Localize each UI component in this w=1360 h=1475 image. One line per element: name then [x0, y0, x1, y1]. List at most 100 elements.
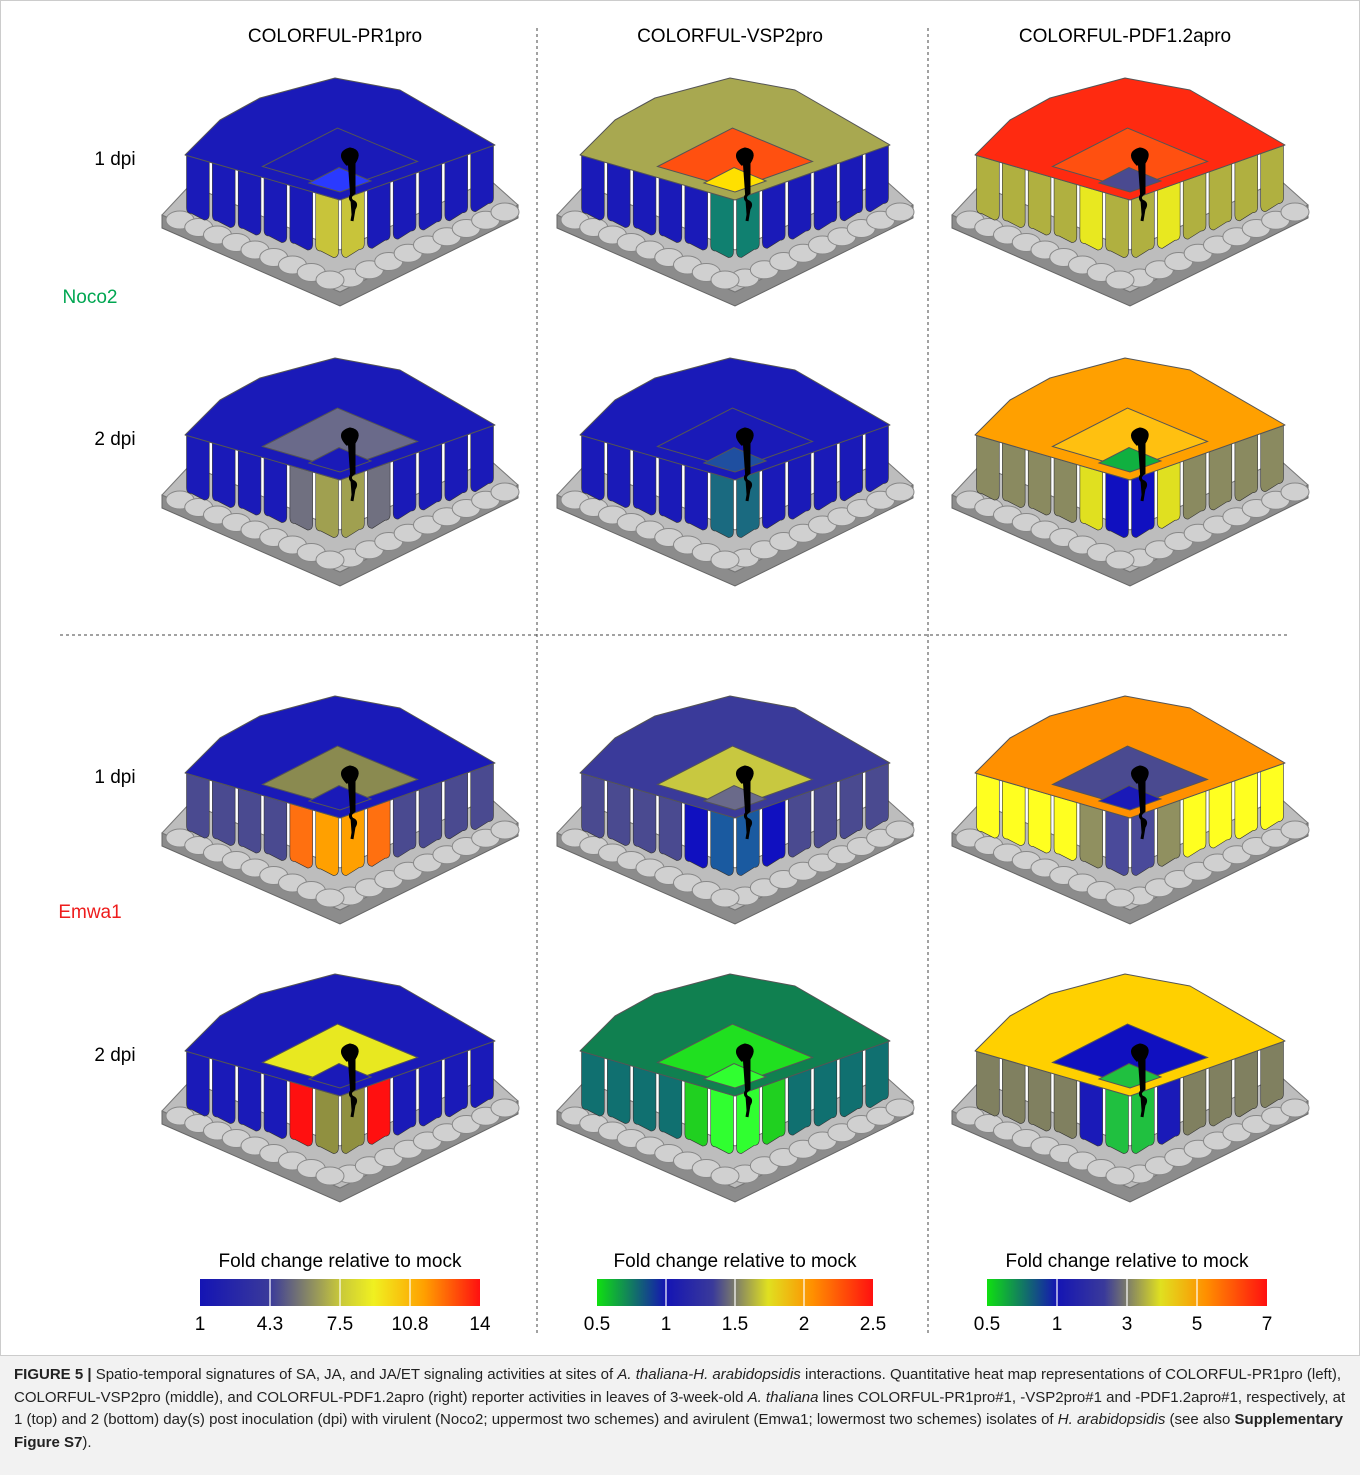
epidermal-cell: [582, 773, 605, 838]
epidermal-cell: [866, 764, 889, 830]
leaf-scheme: [557, 696, 914, 924]
color-bar-label: 2: [799, 1314, 810, 1335]
epidermal-cell: [977, 773, 1000, 838]
mesophyll-cell: [1106, 1167, 1134, 1185]
epidermal-cell: [1028, 1066, 1051, 1131]
time-label: 2 dpi: [94, 1045, 135, 1066]
caption-text: Spatio-temporal signatures of SA, JA, an…: [92, 1366, 618, 1383]
color-bar-label: 1.5: [722, 1314, 748, 1335]
mesophyll-cell: [491, 203, 519, 221]
caption-text: (see also: [1165, 1411, 1234, 1428]
mesophyll-cell: [1281, 203, 1309, 221]
epidermal-cell: [238, 170, 261, 235]
epidermal-cell: [866, 1042, 889, 1108]
epidermal-cell: [1235, 773, 1258, 839]
epidermal-cell: [1183, 791, 1206, 857]
epidermal-cell: [1261, 426, 1284, 492]
epidermal-cell: [685, 1081, 708, 1146]
epidermal-cell: [1235, 435, 1258, 501]
epidermal-cell: [762, 462, 785, 528]
color-bar-label: 3: [1122, 1314, 1133, 1335]
color-bar-label: 0.5: [584, 1314, 610, 1335]
color-bar-label: 4.3: [257, 1314, 283, 1335]
epidermal-cell: [977, 155, 1000, 220]
epidermal-cell: [711, 473, 734, 538]
epidermal-cell: [582, 1051, 605, 1116]
epidermal-cell: [762, 182, 785, 248]
epidermal-cell: [1028, 788, 1051, 853]
epidermal-cell: [187, 773, 210, 838]
legend-title: Fold change relative to mock: [1006, 1251, 1249, 1272]
color-bar-label: 5: [1192, 1314, 1203, 1335]
epidermal-cell: [1054, 1074, 1077, 1139]
epidermal-cell: [316, 811, 339, 876]
epidermal-cell: [316, 193, 339, 258]
caption-text: A. thaliana-H. arabidopsidis: [617, 1366, 800, 1383]
mesophyll-cell: [1281, 1099, 1309, 1117]
leaf-scheme: [162, 696, 519, 924]
epidermal-cell: [419, 164, 442, 230]
epidermal-cell: [290, 1081, 313, 1146]
leaf-scheme: [162, 358, 519, 586]
epidermal-cell: [607, 443, 630, 508]
color-bar-label: 14: [469, 1314, 491, 1335]
epidermal-cell: [393, 453, 416, 519]
caption-text: FIGURE 5 |: [14, 1366, 92, 1383]
epidermal-cell: [977, 1051, 1000, 1116]
epidermal-cell: [1183, 173, 1206, 239]
epidermal-cell: [711, 193, 734, 258]
leaf-scheme: [952, 78, 1309, 306]
epidermal-cell: [814, 444, 837, 510]
epidermal-cell: [840, 155, 863, 221]
color-bar-label: 2.5: [860, 1314, 886, 1335]
epidermal-cell: [1183, 453, 1206, 519]
epidermal-cell: [1106, 473, 1129, 538]
epidermal-cell: [840, 435, 863, 501]
mesophyll-cell: [491, 483, 519, 501]
mesophyll-cell: [316, 271, 344, 289]
epidermal-cell: [445, 435, 468, 501]
epidermal-cell: [1157, 1078, 1180, 1144]
epidermal-cell: [582, 435, 605, 500]
epidermal-cell: [1054, 458, 1077, 523]
epidermal-cell: [659, 1074, 682, 1139]
leaf-scheme: [557, 358, 914, 586]
epidermal-cell: [187, 1051, 210, 1116]
epidermal-cell: [607, 163, 630, 228]
epidermal-cell: [1209, 164, 1232, 230]
time-label: 1 dpi: [94, 149, 135, 170]
epidermal-cell: [1002, 163, 1025, 228]
epidermal-cell: [316, 473, 339, 538]
epidermal-cell: [393, 173, 416, 239]
epidermal-cell: [187, 435, 210, 500]
mesophyll-cell: [711, 1167, 739, 1185]
epidermal-cell: [633, 170, 656, 235]
epidermal-cell: [659, 178, 682, 243]
time-label: 1 dpi: [94, 767, 135, 788]
epidermal-cell: [1209, 1060, 1232, 1126]
epidermal-cell: [1209, 444, 1232, 510]
mesophyll-cell: [1106, 889, 1134, 907]
epidermal-cell: [788, 791, 811, 857]
epidermal-cell: [471, 1042, 494, 1108]
leaf-scheme: [557, 974, 914, 1202]
epidermal-cell: [1106, 811, 1129, 876]
mesophyll-cell: [1106, 271, 1134, 289]
color-bar-label: 0.5: [974, 1314, 1000, 1335]
epidermal-cell: [1157, 800, 1180, 866]
leaf-scheme: [557, 78, 914, 306]
epidermal-cell: [633, 1066, 656, 1131]
epidermal-cell: [1080, 465, 1103, 530]
epidermal-cell: [866, 426, 889, 492]
epidermal-cell: [238, 788, 261, 853]
epidermal-cell: [582, 155, 605, 220]
mesophyll-cell: [491, 1099, 519, 1117]
color-bar-label: 10.8: [392, 1314, 429, 1335]
epidermal-cell: [264, 178, 287, 243]
mesophyll-cell: [886, 203, 914, 221]
time-label: 2 dpi: [94, 429, 135, 450]
column-header: COLORFUL-VSP2pro: [637, 26, 823, 47]
epidermal-cell: [1157, 182, 1180, 248]
epidermal-cell: [238, 450, 261, 515]
